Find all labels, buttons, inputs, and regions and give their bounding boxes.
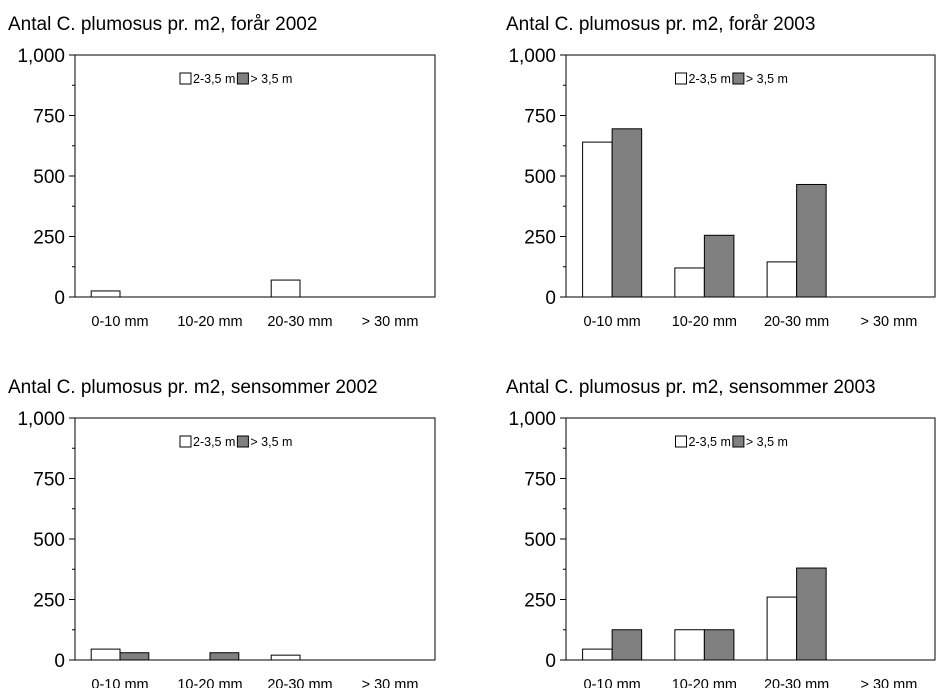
bar-series-1 — [766, 596, 798, 661]
legend-swatch — [236, 435, 249, 448]
x-tick-label: 0-10 mm — [91, 677, 148, 688]
x-tick-label: 20-30 mm — [764, 677, 829, 688]
bar-series-1 — [766, 261, 798, 298]
legend-swatch — [732, 435, 745, 448]
bar-series-1 — [582, 141, 613, 298]
legend: 2-3,5 m > 3,5 m — [179, 72, 292, 86]
x-tick-label: 20-30 mm — [267, 314, 332, 330]
x-tick-label: > 30 mm — [860, 677, 917, 688]
bar-series-2 — [209, 652, 240, 661]
legend-label: 2-3,5 m — [193, 72, 235, 86]
bar-series-1 — [674, 267, 705, 298]
y-tick-label: 1,000 — [508, 409, 556, 430]
bar-series-2 — [703, 629, 735, 661]
y-tick-label: 0 — [545, 651, 556, 672]
bar-series-2 — [703, 234, 735, 298]
chart-title: Antal C. plumosus pr. m2, forår 2003 — [506, 14, 815, 35]
legend: 2-3,5 m > 3,5 m — [675, 435, 788, 449]
bar-series-2 — [611, 629, 643, 661]
legend-label: > 3,5 m — [746, 72, 788, 86]
chart-title: Antal C. plumosus pr. m2, sensommer 2002 — [8, 377, 378, 398]
y-tick-label: 250 — [33, 228, 65, 249]
y-tick-label: 1,000 — [508, 46, 556, 67]
y-tick-label: 500 — [33, 530, 65, 551]
x-tick-label: 20-30 mm — [267, 677, 332, 688]
y-tick-label: 1,000 — [17, 46, 65, 67]
x-tick-label: 10-20 mm — [672, 314, 737, 330]
y-tick-label: 0 — [545, 288, 556, 309]
bar-series-2 — [796, 183, 827, 298]
y-tick-label: 750 — [33, 470, 65, 491]
plot-frame — [74, 417, 436, 661]
chart-title: Antal C. plumosus pr. m2, sensommer 2003 — [506, 377, 876, 398]
bar-series-2 — [611, 128, 643, 298]
bar-series-1 — [270, 654, 301, 661]
x-tick-label: > 30 mm — [362, 314, 419, 330]
legend-label: 2-3,5 m — [689, 435, 731, 449]
y-tick-label: 750 — [33, 107, 65, 128]
legend-label: > 3,5 m — [250, 72, 292, 86]
y-tick-label: 250 — [33, 591, 65, 612]
bar-series-1 — [270, 279, 301, 298]
chart-title: Antal C. plumosus pr. m2, forår 2002 — [8, 14, 317, 35]
bar-series-1 — [674, 629, 705, 661]
y-tick-label: 1,000 — [17, 409, 65, 430]
y-tick-label: 500 — [524, 167, 556, 188]
x-tick-label: 0-10 mm — [584, 314, 641, 330]
y-tick-label: 750 — [524, 470, 556, 491]
legend-label: > 3,5 m — [746, 435, 788, 449]
legend-swatch — [732, 72, 745, 85]
y-tick-label: 500 — [33, 167, 65, 188]
bar-series-1 — [90, 648, 121, 661]
legend-swatch — [675, 435, 687, 448]
legend-swatch — [675, 72, 687, 85]
legend-label: 2-3,5 m — [193, 435, 235, 449]
legend-label: 2-3,5 m — [689, 72, 731, 86]
x-tick-label: 10-20 mm — [672, 677, 737, 688]
chart-panel-2: Antal C. plumosus pr. m2, forår 2003 0 250… — [506, 14, 936, 330]
y-tick-label: 250 — [524, 228, 556, 249]
legend-label: > 3,5 m — [250, 435, 292, 449]
y-tick-label: 0 — [54, 651, 65, 672]
plot-frame — [74, 54, 436, 298]
x-tick-label: > 30 mm — [860, 314, 917, 330]
y-tick-label: 250 — [524, 591, 556, 612]
chart-panel-3: Antal C. plumosus pr. m2, sensommer 2002… — [8, 377, 436, 688]
y-tick-label: 0 — [54, 288, 65, 309]
x-tick-label: 0-10 mm — [584, 677, 641, 688]
x-tick-label: 20-30 mm — [764, 314, 829, 330]
bar-series-1 — [582, 648, 613, 661]
bar-series-2 — [119, 652, 150, 661]
legend-swatch — [179, 72, 192, 85]
y-tick-label: 750 — [524, 107, 556, 128]
plot-frame — [565, 417, 936, 661]
x-tick-label: 10-20 mm — [177, 677, 242, 688]
legend-swatch — [179, 435, 192, 448]
y-tick-label: 500 — [524, 530, 556, 551]
bar-series-1 — [90, 290, 121, 298]
legend-swatch — [236, 72, 249, 85]
x-tick-label: 10-20 mm — [177, 314, 242, 330]
legend: 2-3,5 m > 3,5 m — [179, 435, 292, 449]
bar-series-2 — [796, 567, 827, 661]
chart-panel-4: Antal C. plumosus pr. m2, sensommer 2003… — [506, 377, 936, 688]
x-tick-label: 0-10 mm — [91, 314, 148, 330]
legend: 2-3,5 m > 3,5 m — [675, 72, 788, 86]
x-tick-label: > 30 mm — [362, 677, 419, 688]
chart-panel-1: Antal C. plumosus pr. m2, forår 2002 0 250… — [8, 14, 436, 330]
